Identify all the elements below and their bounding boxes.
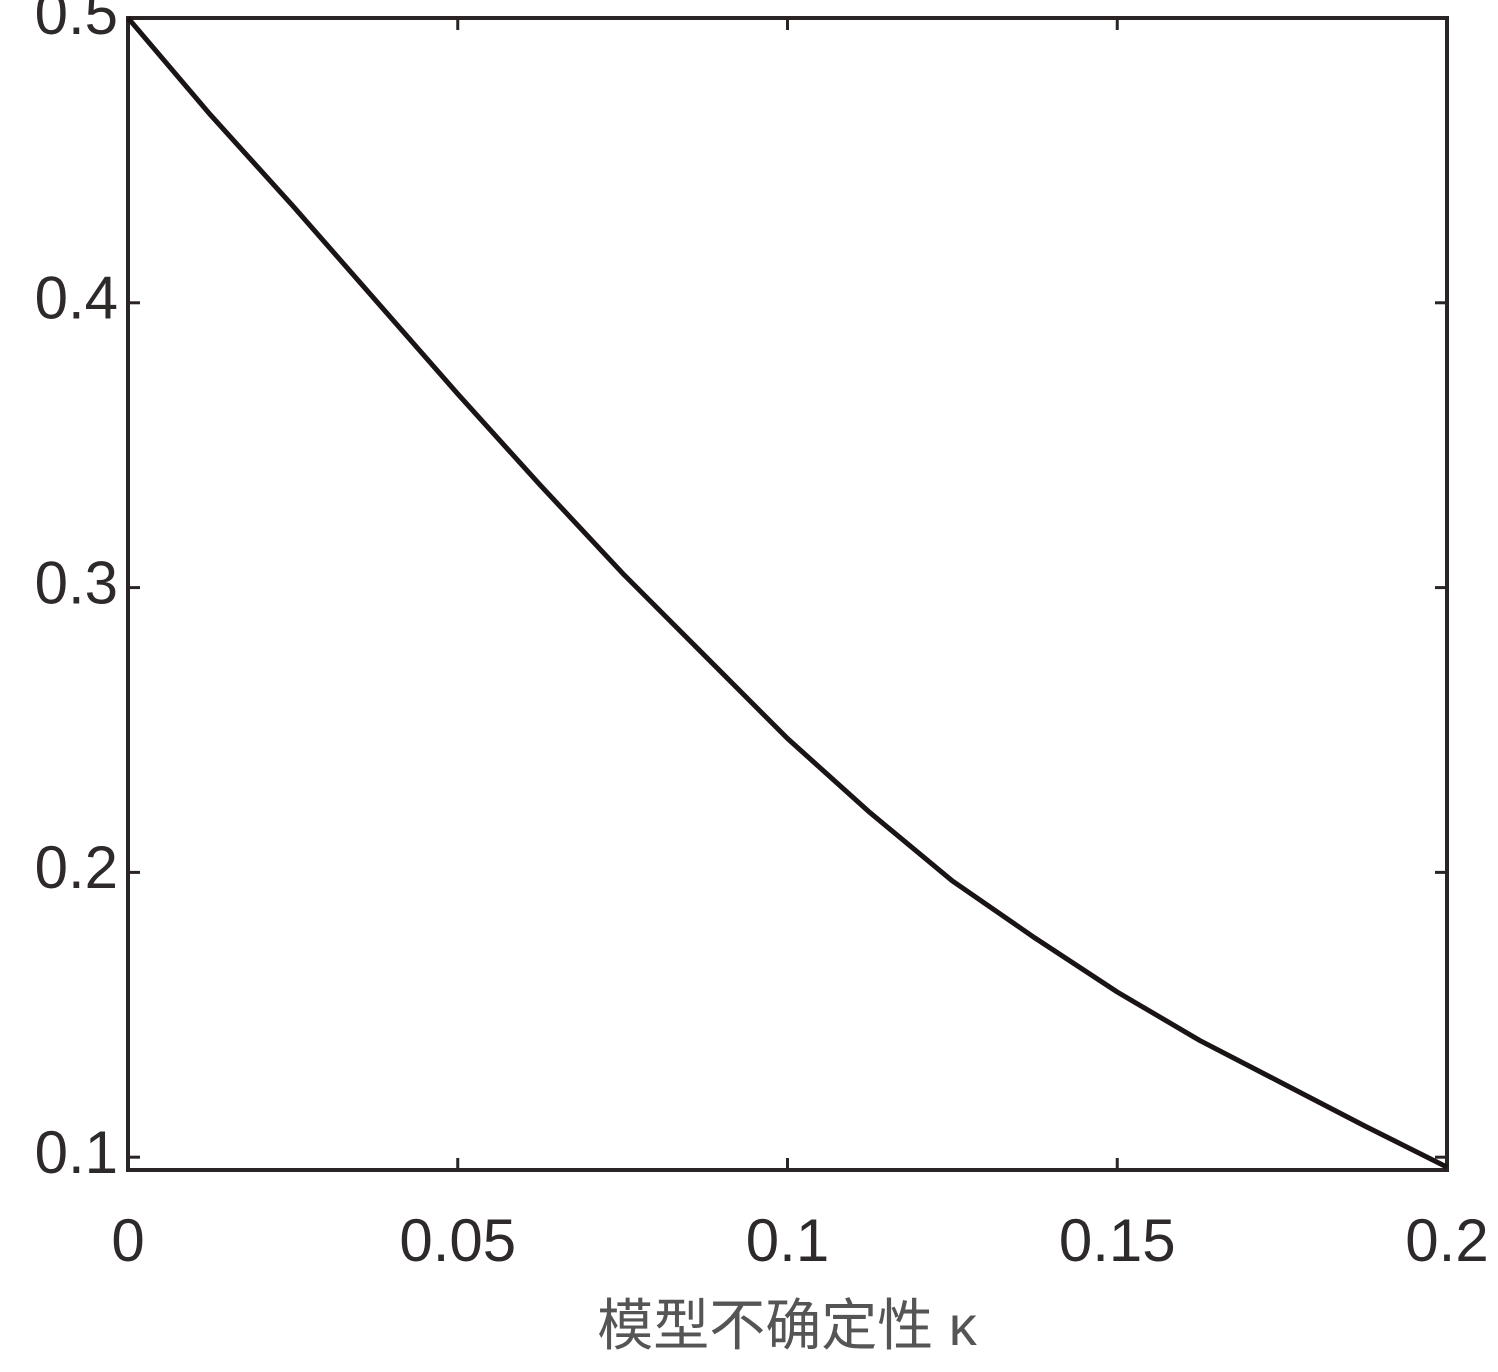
y-tick-label: 0.2 bbox=[35, 834, 118, 901]
y-tick-label: 0.4 bbox=[35, 265, 118, 332]
x-tick-label: 0.15 bbox=[1059, 1207, 1176, 1274]
x-tick-label: 0.2 bbox=[1405, 1207, 1488, 1274]
x-tick-label: 0.1 bbox=[746, 1207, 829, 1274]
plot-frame bbox=[126, 16, 1449, 1172]
x-tick-label: 0 bbox=[111, 1207, 144, 1274]
line-series bbox=[126, 16, 1449, 1170]
y-tick-label: 0.1 bbox=[35, 1119, 118, 1186]
y-tick-label: 0.3 bbox=[35, 549, 118, 616]
x-axis-label: 模型不确定性 κ bbox=[597, 1294, 978, 1357]
y-tick-label: 0.5 bbox=[35, 0, 118, 47]
x-tick-label: 0.05 bbox=[399, 1207, 516, 1274]
